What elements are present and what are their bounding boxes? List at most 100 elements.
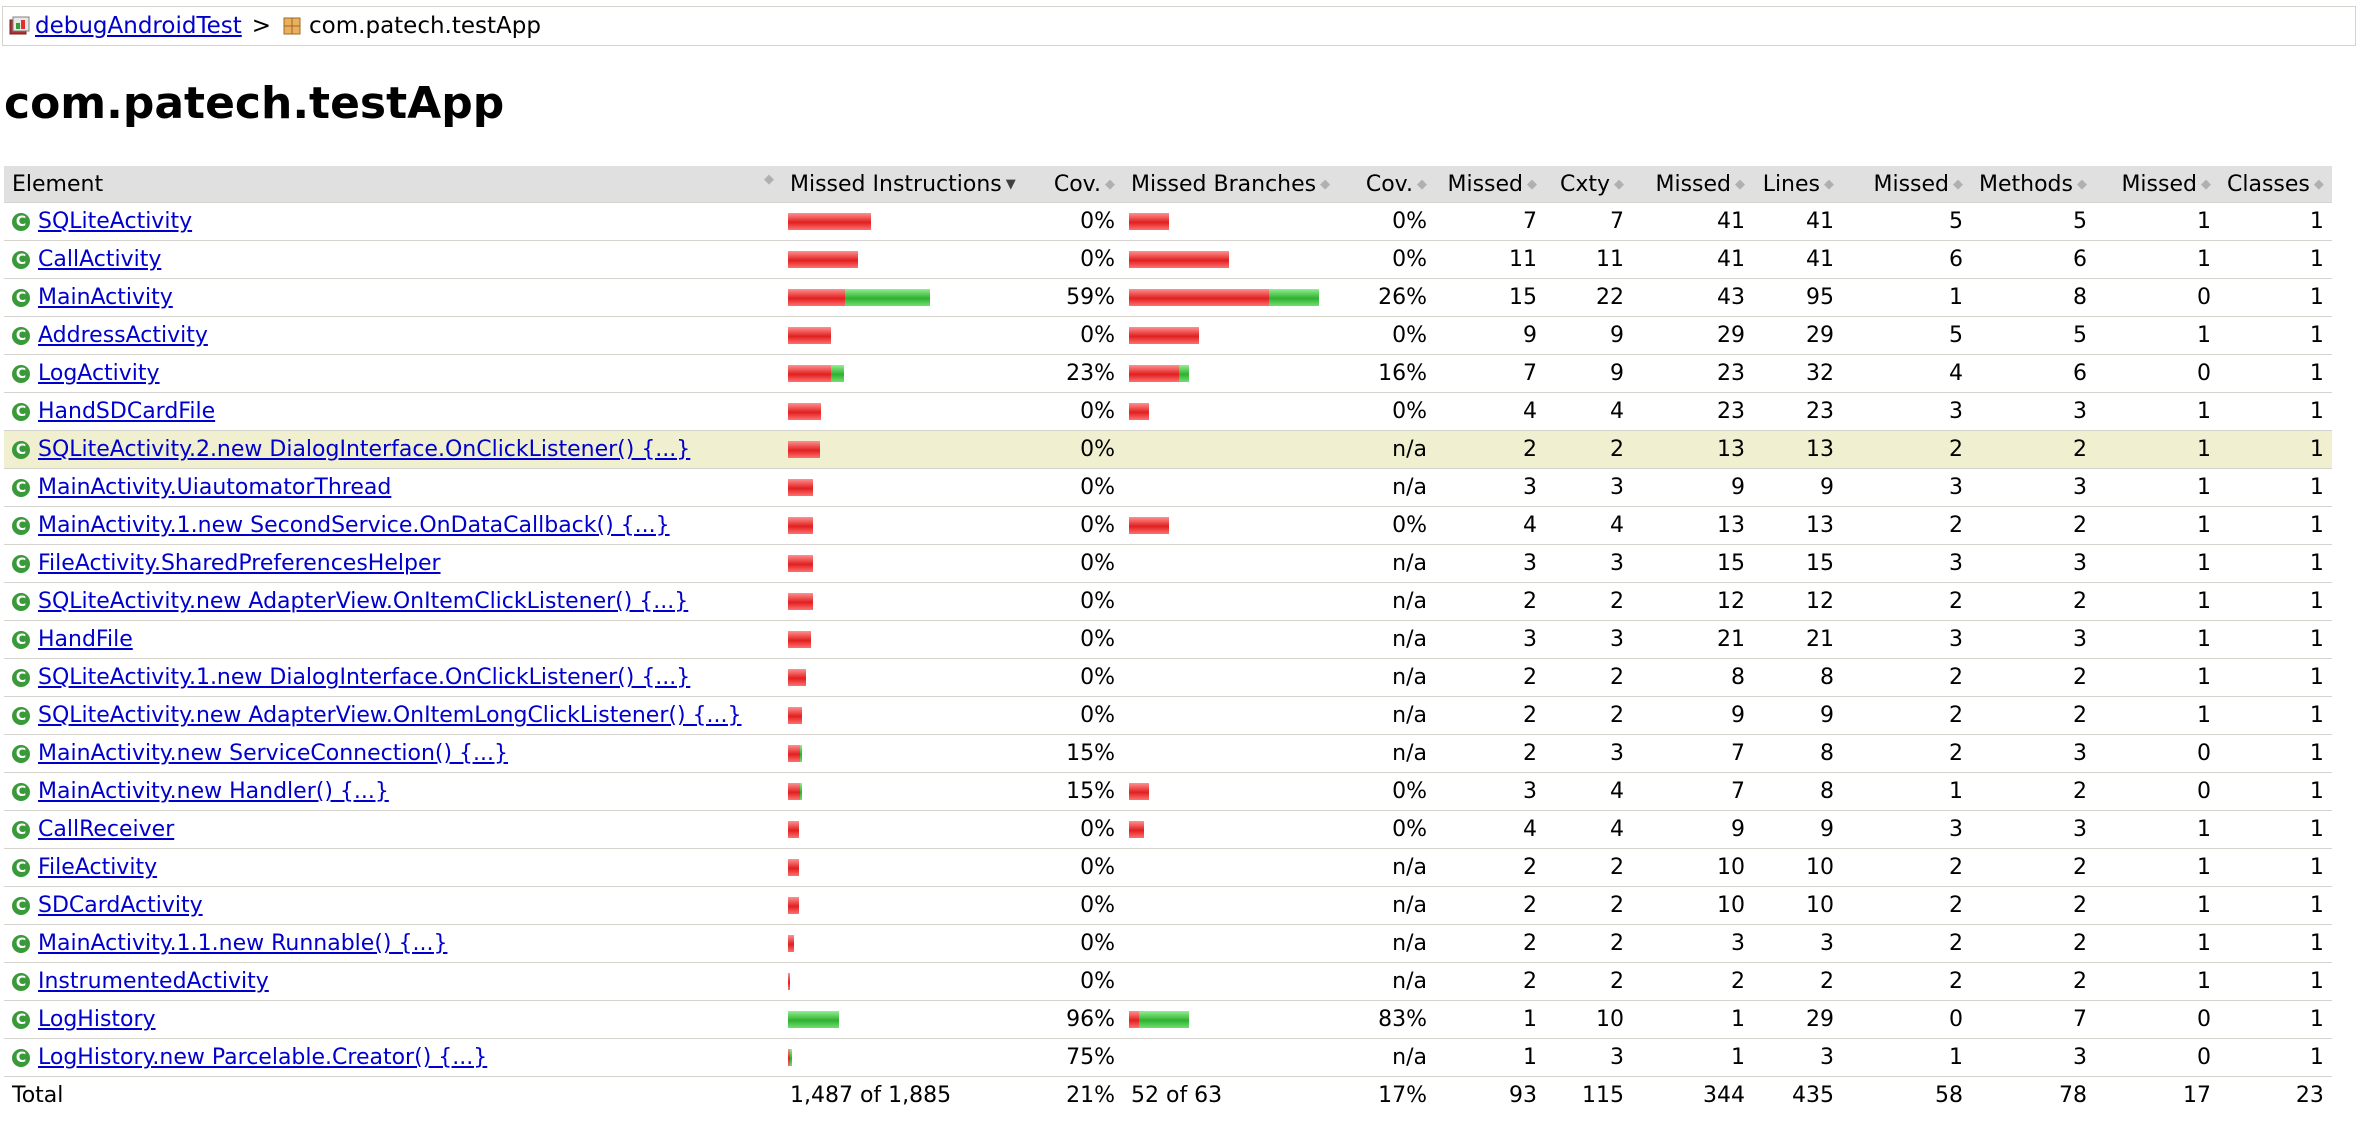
class-link[interactable]: MainActivity.UiautomatorThread (38, 475, 392, 500)
branch-coverage: n/a (1348, 848, 1435, 887)
element-cell: C MainActivity.UiautomatorThread (4, 468, 782, 507)
col-complexity[interactable]: Cxty ◆ (1545, 166, 1632, 203)
complexity: 3 (1545, 734, 1632, 773)
lines: 8 (1753, 772, 1842, 811)
class-link[interactable]: MainActivity.1.1.new Runnable() {...} (38, 931, 448, 956)
class-link[interactable]: MainActivity (38, 285, 173, 310)
complexity: 4 (1545, 772, 1632, 811)
branch-coverage: 26% (1348, 278, 1435, 317)
col-missed-classes[interactable]: Missed ◆ (2094, 166, 2219, 203)
class-link[interactable]: MainActivity.new Handler() {...} (38, 779, 389, 804)
class-icon: C (12, 783, 30, 801)
table-header-row: Element ◆ Missed Instructions ▼ Cov. ◆ Miss… (4, 166, 2332, 203)
col-missed-instructions[interactable]: Missed Instructions ▼ (782, 166, 1037, 203)
element-cell: C AddressActivity (4, 316, 782, 355)
class-link[interactable]: MainActivity.new ServiceConnection() {..… (38, 741, 509, 766)
methods: 3 (1971, 1038, 2095, 1077)
package-label: com.patech.testApp (309, 13, 541, 39)
class-link[interactable]: FileActivity.SharedPreferencesHelper (38, 551, 441, 576)
col-instruction-coverage[interactable]: Cov. ◆ (1037, 166, 1123, 203)
class-link[interactable]: AddressActivity (38, 323, 208, 348)
complexity: 3 (1545, 544, 1632, 583)
col-element[interactable]: Element ◆ (4, 166, 782, 203)
element-cell: C MainActivity.1.new SecondService.OnData… (4, 506, 782, 545)
missed-complexity: 3 (1435, 544, 1545, 583)
missed-segment (788, 441, 820, 458)
complexity: 2 (1545, 924, 1632, 963)
missed-methods: 2 (1842, 848, 1971, 887)
instructions-bar-graph (788, 1049, 1031, 1066)
table-row: C SQLiteActivity.1.new DialogInterface.On… (4, 658, 2332, 697)
table-row: C FileActivity 0% n/a 2 2 10 10 2 2 1 1 (4, 848, 2332, 887)
instructions-bar (782, 962, 1037, 1001)
methods: 3 (1971, 734, 2095, 773)
instruction-coverage: 96% (1037, 1000, 1123, 1039)
missed-lines: 23 (1632, 392, 1753, 431)
missed-classes: 1 (2094, 240, 2219, 279)
class-link[interactable]: HandSDCardFile (38, 399, 216, 424)
col-missed-branches[interactable]: Missed Branches ◆ (1123, 166, 1348, 203)
element-cell: C SQLiteActivity.new AdapterView.OnItemLo… (4, 696, 782, 735)
class-link[interactable]: SQLiteActivity.new AdapterView.OnItemCli… (38, 589, 689, 614)
missed-segment (788, 1049, 790, 1066)
instructions-bar-graph (788, 441, 1031, 458)
class-link[interactable]: SQLiteActivity.2.new DialogInterface.OnC… (38, 437, 691, 462)
class-link[interactable]: MainActivity.1.new SecondService.OnDataC… (38, 513, 670, 538)
col-branch-coverage[interactable]: Cov. ◆ (1348, 166, 1435, 203)
class-link[interactable]: LogHistory (38, 1007, 156, 1032)
classes: 1 (2218, 392, 2332, 431)
breadcrumb-package: com.patech.testApp (281, 13, 541, 39)
col-missed-lines[interactable]: Missed ◆ (1632, 166, 1753, 203)
class-link[interactable]: SQLiteActivity (38, 209, 193, 234)
instructions-bar (782, 468, 1037, 507)
class-link[interactable]: SQLiteActivity.1.new DialogInterface.OnC… (38, 665, 691, 690)
class-link[interactable]: SQLiteActivity.new AdapterView.OnItemLon… (38, 703, 742, 728)
branches-bar (1123, 696, 1348, 735)
class-link[interactable]: LogActivity (38, 361, 160, 386)
branches-bar (1123, 354, 1348, 393)
missed-segment (788, 251, 858, 268)
table-row: C SQLiteActivity.new AdapterView.OnItemLo… (4, 696, 2332, 735)
element-cell: C SQLiteActivity.2.new DialogInterface.On… (4, 430, 782, 469)
class-icon: C (12, 821, 30, 839)
instruction-coverage: 0% (1037, 316, 1123, 355)
missed-segment (1129, 821, 1144, 838)
methods: 3 (1971, 392, 2095, 431)
class-link[interactable]: LogHistory.new Parcelable.Creator() {...… (38, 1045, 488, 1070)
missed-classes: 0 (2094, 354, 2219, 393)
branch-coverage: n/a (1348, 924, 1435, 963)
instructions-bar (782, 1038, 1037, 1077)
table-row: C CallActivity 0% 0% 11 11 41 41 6 6 1 1 (4, 240, 2332, 279)
missed-complexity: 7 (1435, 354, 1545, 393)
branch-coverage: n/a (1348, 886, 1435, 925)
branches-bar (1123, 620, 1348, 659)
missed-classes: 1 (2094, 810, 2219, 849)
class-link[interactable]: FileActivity (38, 855, 158, 880)
missed-classes: 0 (2094, 1038, 2219, 1077)
class-link[interactable]: SDCardActivity (38, 893, 203, 918)
instruction-coverage: 0% (1037, 392, 1123, 431)
missed-complexity: 9 (1435, 316, 1545, 355)
class-link[interactable]: CallReceiver (38, 817, 175, 842)
col-lines[interactable]: Lines ◆ (1753, 166, 1842, 203)
missed-methods: 2 (1842, 734, 1971, 773)
instructions-bar-graph (788, 289, 1031, 306)
instruction-coverage: 0% (1037, 202, 1123, 241)
branches-bar-graph (1129, 251, 1342, 268)
col-classes[interactable]: Classes ◆ (2218, 166, 2332, 203)
col-missed-complexity[interactable]: Missed ◆ (1435, 166, 1545, 203)
session-link[interactable]: debugAndroidTest (35, 13, 242, 39)
instruction-coverage: 0% (1037, 240, 1123, 279)
class-link[interactable]: HandFile (38, 627, 133, 652)
instructions-bar-graph (788, 251, 1031, 268)
col-methods[interactable]: Methods ◆ (1971, 166, 2095, 203)
instructions-bar-graph (788, 631, 1031, 648)
class-icon: C (12, 517, 30, 535)
instructions-bar-graph (788, 973, 1031, 990)
class-icon: C (12, 479, 30, 497)
class-link[interactable]: InstrumentedActivity (38, 969, 269, 994)
sort-icon: ◆ (1824, 177, 1834, 192)
class-link[interactable]: CallActivity (38, 247, 162, 272)
col-missed-methods[interactable]: Missed ◆ (1842, 166, 1971, 203)
missed-segment (788, 555, 813, 572)
